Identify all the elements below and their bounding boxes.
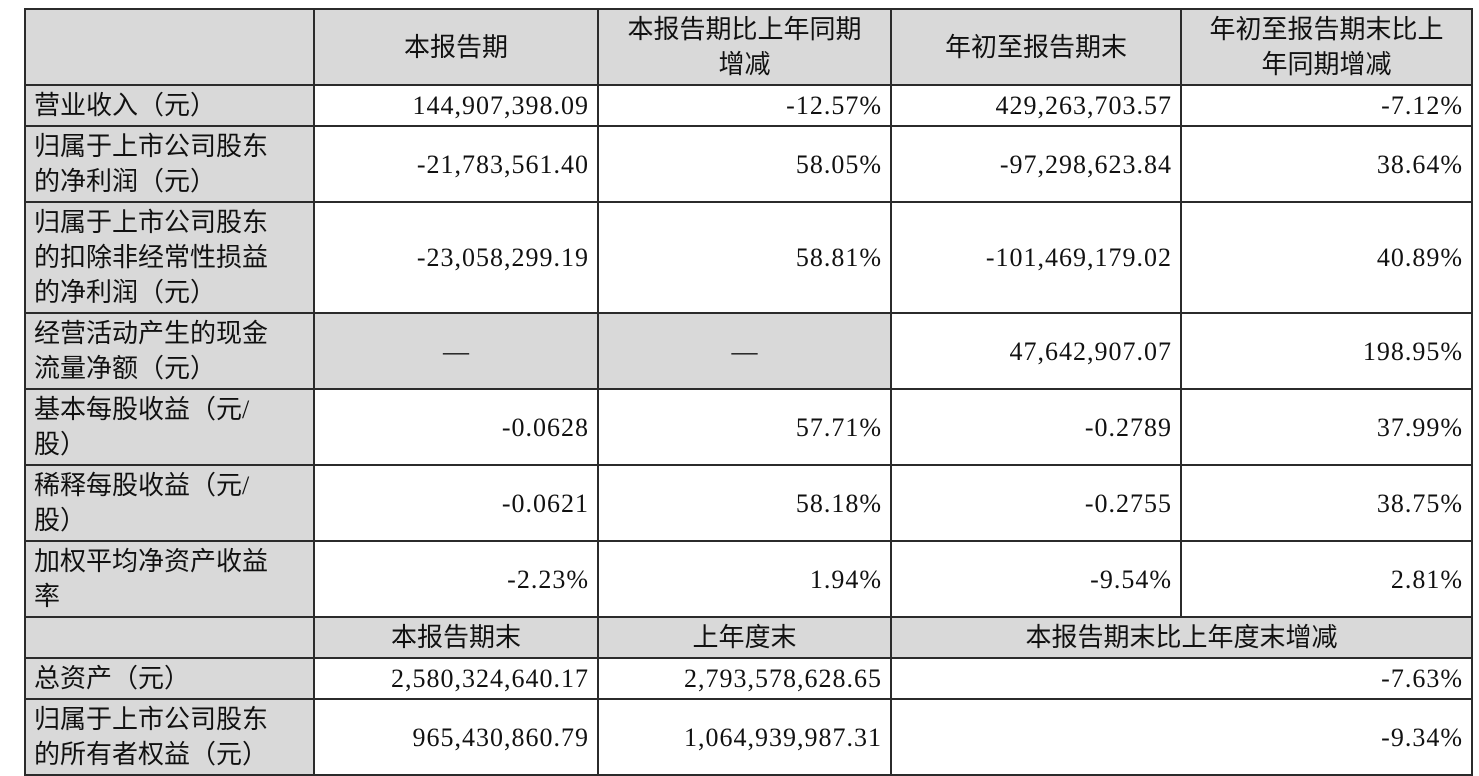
cell-current-yoy: -12.57% [597,84,892,127]
cell-current: -21,783,561.40 [313,125,599,203]
row-label: 归属于上市公司股东 的净利润（元） [24,125,315,203]
cell-ytd-yoy: 38.64% [1180,125,1473,203]
cell-end-of-last-year: 1,064,939,987.31 [597,698,892,776]
cell-current-yoy-placeholder: — [597,312,892,390]
row-label: 加权平均净资产收益 率 [24,540,315,618]
subheader-blank [24,616,315,659]
table-row-basic-eps: 基本每股收益（元/ 股） -0.0628 57.71% -0.2789 37.9… [24,388,1473,466]
table-row-net-profit-excl-nonrecurring: 归属于上市公司股东 的扣除非经常性损益 的净利润（元） -23,058,299.… [24,201,1473,314]
cell-current: -2.23% [313,540,599,618]
table-row-equity-attributable-to-shareholders: 归属于上市公司股东 的所有者权益（元） 965,430,860.79 1,064… [24,698,1473,776]
cell-ytd-yoy: -7.12% [1180,84,1473,127]
row-label: 总资产（元） [24,657,315,700]
table-row-revenue: 营业收入（元） 144,907,398.09 -12.57% 429,263,7… [24,84,1473,127]
col-header-end-of-period: 本报告期末 [313,616,599,659]
cell-current: -0.0621 [313,464,599,542]
table-row-net-profit: 归属于上市公司股东 的净利润（元） -21,783,561.40 58.05% … [24,125,1473,203]
col-header-end-of-last-year: 上年度末 [597,616,892,659]
col-header-current-period: 本报告期 [313,8,599,86]
cell-current-yoy: 1.94% [597,540,892,618]
cell-ytd: -97,298,623.84 [890,125,1182,203]
cell-change: -9.34% [890,698,1473,776]
cell-ytd: -101,469,179.02 [890,201,1182,314]
cell-ytd-yoy: 38.75% [1180,464,1473,542]
col-header-current-period-yoy: 本报告期比上年同期 增减 [597,8,892,86]
cell-end-of-period: 965,430,860.79 [313,698,599,776]
col-header-ytd: 年初至报告期末 [890,8,1182,86]
cell-ytd-yoy: 2.81% [1180,540,1473,618]
cell-current-yoy: 58.81% [597,201,892,314]
row-label: 基本每股收益（元/ 股） [24,388,315,466]
cell-current-yoy: 58.05% [597,125,892,203]
cell-current-yoy: 58.18% [597,464,892,542]
cell-current-placeholder: — [313,312,599,390]
row-label: 稀释每股收益（元/ 股） [24,464,315,542]
cell-ytd: 47,642,907.07 [890,312,1182,390]
row-label: 归属于上市公司股东 的所有者权益（元） [24,698,315,776]
cell-current: -0.0628 [313,388,599,466]
quarterly-financial-summary-table: 本报告期 本报告期比上年同期 增减 年初至报告期末 年初至报告期末比上 年同期增… [24,8,1473,776]
cell-current-yoy: 57.71% [597,388,892,466]
header-row: 本报告期 本报告期比上年同期 增减 年初至报告期末 年初至报告期末比上 年同期增… [24,8,1473,86]
col-header-blank [24,8,315,86]
cell-ytd-yoy: 198.95% [1180,312,1473,390]
cell-ytd: -0.2789 [890,388,1182,466]
cell-ytd-yoy: 40.89% [1180,201,1473,314]
cell-ytd-yoy: 37.99% [1180,388,1473,466]
col-header-period-end-change: 本报告期末比上年度末增减 [890,616,1473,659]
cell-change: -7.63% [890,657,1473,700]
cell-end-of-period: 2,580,324,640.17 [313,657,599,700]
cell-current: -23,058,299.19 [313,201,599,314]
table-row-total-assets: 总资产（元） 2,580,324,640.17 2,793,578,628.65… [24,657,1473,700]
cell-current: 144,907,398.09 [313,84,599,127]
row-label: 归属于上市公司股东 的扣除非经常性损益 的净利润（元） [24,201,315,314]
col-header-ytd-yoy: 年初至报告期末比上 年同期增减 [1180,8,1473,86]
table-row-operating-cash-flow: 经营活动产生的现金 流量净额（元） — — 47,642,907.07 198.… [24,312,1473,390]
row-label: 营业收入（元） [24,84,315,127]
table-row-weighted-avg-roe: 加权平均净资产收益 率 -2.23% 1.94% -9.54% 2.81% [24,540,1473,618]
cell-ytd: -9.54% [890,540,1182,618]
cell-ytd: -0.2755 [890,464,1182,542]
cell-end-of-last-year: 2,793,578,628.65 [597,657,892,700]
report-page: 本报告期 本报告期比上年同期 增减 年初至报告期末 年初至报告期末比上 年同期增… [24,8,1473,776]
subheader-row: 本报告期末 上年度末 本报告期末比上年度末增减 [24,616,1473,659]
cell-ytd: 429,263,703.57 [890,84,1182,127]
table-row-diluted-eps: 稀释每股收益（元/ 股） -0.0621 58.18% -0.2755 38.7… [24,464,1473,542]
row-label: 经营活动产生的现金 流量净额（元） [24,312,315,390]
